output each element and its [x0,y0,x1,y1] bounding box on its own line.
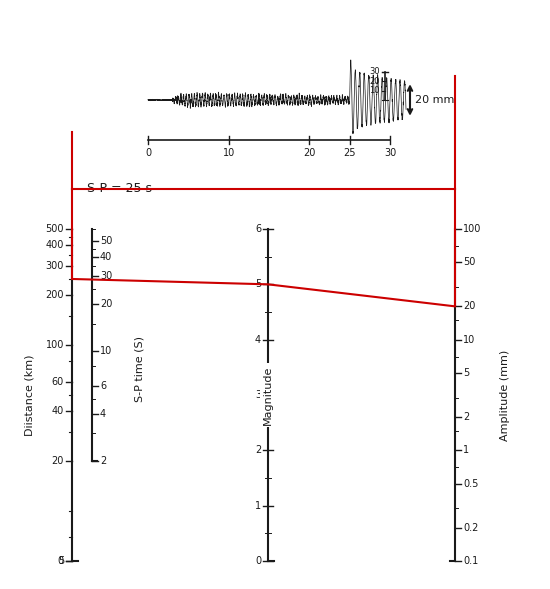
Text: 0: 0 [58,556,64,566]
Text: 5: 5 [58,556,64,566]
Text: 5: 5 [255,279,261,289]
Text: S-P time (S): S-P time (S) [135,336,145,402]
Text: 0: 0 [145,148,151,158]
Text: Magnitude: Magnitude [263,365,273,425]
Text: 2: 2 [100,456,106,466]
Text: 30: 30 [370,68,380,77]
Text: 20: 20 [463,302,475,312]
Text: Diistance (km): Diistance (km) [25,354,35,436]
Text: 200: 200 [46,290,64,300]
Text: 30: 30 [100,272,112,282]
Text: 4: 4 [100,409,106,419]
Text: 100: 100 [463,224,481,234]
Text: 0: 0 [255,556,261,566]
Text: 2: 2 [255,445,261,455]
Text: 10: 10 [463,335,475,345]
Text: 20 mm: 20 mm [415,95,454,105]
Text: 20: 20 [52,456,64,466]
Text: 20: 20 [370,77,380,86]
Text: 50: 50 [100,236,112,246]
Text: 40: 40 [100,252,112,262]
Text: 60: 60 [52,377,64,387]
Text: 40: 40 [52,406,64,416]
Text: 1: 1 [463,445,469,455]
Text: 1: 1 [255,501,261,511]
Text: 25: 25 [343,148,356,158]
Text: 3: 3 [255,390,261,400]
Text: 6: 6 [100,381,106,391]
Text: 0.1: 0.1 [463,556,478,566]
Text: 5: 5 [463,368,469,378]
Text: 2: 2 [463,412,469,422]
Text: 4: 4 [255,335,261,345]
Text: 10: 10 [370,86,380,95]
Text: 500: 500 [46,224,64,234]
Text: 30: 30 [384,148,396,158]
Text: 50: 50 [463,257,475,267]
Text: 6: 6 [255,224,261,234]
Text: Amplitude (mm): Amplitude (mm) [500,349,510,441]
Text: S-P = 25 s: S-P = 25 s [87,183,152,196]
Text: 10: 10 [223,148,235,158]
Text: 0.5: 0.5 [463,479,478,489]
Text: 400: 400 [46,240,64,250]
Text: 0.2: 0.2 [463,522,478,532]
Text: 20: 20 [303,148,316,158]
Text: 10: 10 [100,346,112,356]
Text: 300: 300 [46,261,64,271]
Text: 100: 100 [46,340,64,350]
Text: 20: 20 [100,299,112,309]
